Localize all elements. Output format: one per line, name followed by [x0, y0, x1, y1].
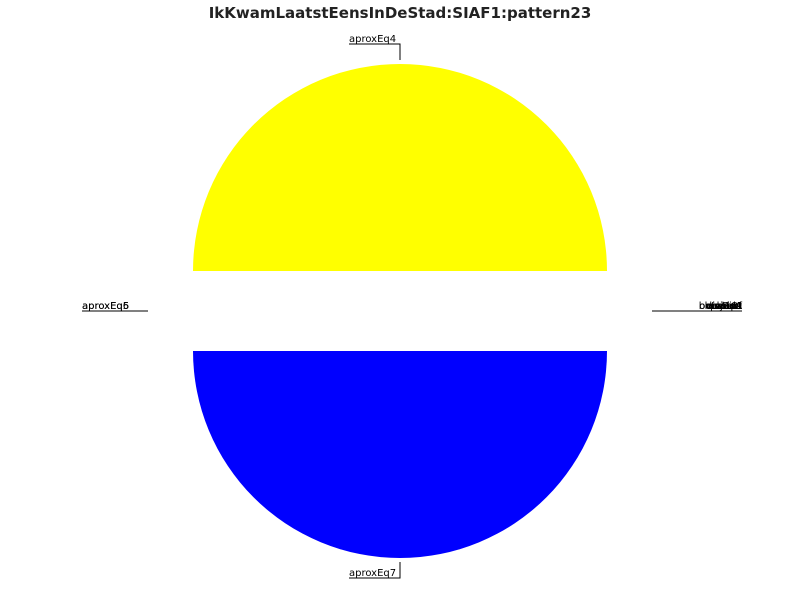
right-label-hasPart: hasPart	[705, 301, 742, 312]
left-label-aproxEq6: aproxEq6	[82, 301, 129, 312]
chart-title: IkKwamLaatstEensInDeStad:SIAF1:pattern23	[209, 4, 592, 22]
leader-line-aproxEq4	[349, 43, 401, 60]
right-label-related: related	[707, 301, 742, 312]
slice-label-aproxEq4: aproxEq4	[349, 34, 396, 45]
right-label-partOf: partOf	[710, 301, 742, 312]
right-label-isA: isA	[727, 301, 742, 312]
right-label-between: between	[699, 301, 742, 312]
pie-slices	[193, 64, 607, 558]
pie-slice-aproxEq4	[193, 64, 607, 271]
right-label-disjoint: disjoint	[706, 301, 742, 312]
right-label-inside: inside	[712, 301, 742, 312]
leader-line-aproxEq7	[349, 562, 401, 579]
right-label-meets: meets	[711, 301, 742, 312]
left-label-aproxEq5: aproxEq5	[82, 301, 129, 312]
slice-label-aproxEq7: aproxEq7	[349, 568, 396, 579]
right-label-overlaps: overlaps	[699, 301, 742, 312]
pie-slice-aproxEq7	[193, 351, 607, 558]
